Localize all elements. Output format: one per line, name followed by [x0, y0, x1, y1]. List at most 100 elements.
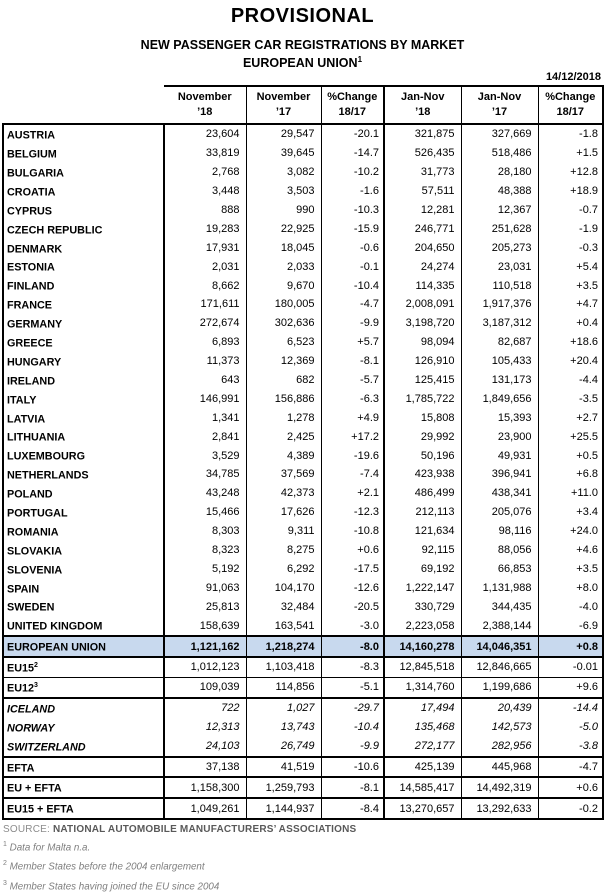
- cell-value: 1,218,274: [246, 635, 322, 659]
- cell-value: 2,223,058: [383, 616, 462, 637]
- table-row: SPAIN 91,063 104,170 -12.6 1,222,147 1,1…: [2, 578, 604, 598]
- row-label: EU15 + EFTA: [2, 798, 165, 821]
- col-header-pct-nov: %Change 18/17: [321, 85, 385, 126]
- cell-value: 163,541: [246, 616, 322, 637]
- row-label-text: ROMANIA: [7, 526, 59, 539]
- footnote: 3 Member States having joined the EU sin…: [3, 877, 605, 893]
- cell-value: +4.7: [538, 295, 604, 315]
- cell-value: 34,785: [164, 465, 247, 485]
- cell-value: 23,900: [461, 427, 539, 447]
- row-label: AUSTRIA: [2, 124, 165, 145]
- cell-value: 180,005: [246, 295, 322, 315]
- cell-value: -14.4: [538, 697, 604, 718]
- row-label: GERMANY: [2, 314, 165, 333]
- cell-value: +2.1: [321, 484, 385, 503]
- row-label: ESTONIA: [2, 257, 165, 277]
- row-label-text: SWITZERLAND: [7, 741, 86, 754]
- cell-value: 19,283: [164, 219, 247, 239]
- row-label: POLAND: [2, 484, 165, 503]
- row-label-text: BULGARIA: [7, 167, 64, 180]
- cell-value: 39,645: [246, 144, 322, 163]
- cell-value: 131,173: [461, 370, 539, 390]
- cell-value: 125,415: [383, 370, 462, 390]
- cell-value: 888: [164, 200, 247, 220]
- row-label: SWITZERLAND: [2, 736, 165, 757]
- row-label: CZECH REPUBLIC: [2, 219, 165, 239]
- cell-value: +24.0: [538, 521, 604, 541]
- cell-value: 142,573: [461, 717, 539, 737]
- row-label-sup: 2: [34, 662, 38, 670]
- footnote-text: Member States having joined the EU since…: [9, 881, 220, 893]
- cell-value: 425,139: [383, 755, 462, 779]
- row-label-sup: 3: [34, 681, 38, 689]
- cell-value: 104,170: [246, 578, 322, 598]
- cell-value: 1,131,988: [461, 578, 539, 598]
- cell-value: 37,138: [164, 755, 247, 779]
- cell-value: 92,115: [383, 540, 462, 560]
- cell-value: 1,259,793: [246, 777, 322, 800]
- cell-value: 212,113: [383, 502, 462, 522]
- cell-value: 2,033: [246, 257, 322, 277]
- cell-value: -4.7: [321, 295, 385, 315]
- cell-value: 17,931: [164, 238, 247, 258]
- row-label: LITHUANIA: [2, 427, 165, 447]
- cell-value: 14,492,319: [461, 777, 539, 800]
- table-row: NETHERLANDS 34,785 37,569 -7.4 423,938 3…: [2, 465, 604, 485]
- cell-value: 12,845,518: [383, 657, 462, 678]
- col-header-jannov18: Jan-Nov ’18: [383, 85, 462, 126]
- cell-value: 41,519: [246, 755, 322, 779]
- cell-value: 1,027: [246, 697, 322, 718]
- table-row: HUNGARY 11,373 12,369 -8.1 126,910 105,4…: [2, 351, 604, 371]
- row-label-text: CYPRUS: [7, 205, 52, 218]
- header-row: November ’18 November ’17 %Change 18/17 Jan…: [3, 85, 604, 126]
- cell-value: -10.2: [321, 162, 385, 182]
- table-row: EUROPEAN UNION 1,121,162 1,218,274 -8.0 …: [2, 635, 604, 659]
- cell-value: -0.7: [538, 200, 604, 220]
- row-label: BELGIUM: [2, 144, 165, 163]
- corner-cell: [3, 86, 164, 126]
- row-label-text: FRANCE: [7, 299, 52, 312]
- table-row: SWEDEN 25,813 32,484 -20.5 330,729 344,4…: [2, 597, 604, 617]
- cell-value: 22,925: [246, 219, 322, 239]
- row-label: ICELAND: [2, 697, 165, 718]
- cell-value: -0.6: [321, 238, 385, 258]
- table-row: IRELAND 643 682 -5.7 125,415 131,173 -4.…: [2, 370, 604, 390]
- table-body: AUSTRIA 23,604 29,547 -20.1 321,875 327,…: [2, 124, 604, 821]
- cell-value: 1,917,376: [461, 295, 539, 315]
- row-label-text: ESTONIA: [7, 261, 55, 274]
- cell-value: -3.8: [538, 736, 604, 757]
- table-row: LITHUANIA 2,841 2,425 +17.2 29,992 23,90…: [2, 427, 604, 447]
- cell-value: -15.9: [321, 219, 385, 239]
- cell-value: -0.1: [321, 257, 385, 277]
- cell-value: 2,768: [164, 162, 247, 182]
- row-label: LATVIA: [2, 408, 165, 428]
- cell-value: 33,819: [164, 144, 247, 163]
- row-label-text: IRELAND: [7, 375, 55, 388]
- cell-value: 23,031: [461, 257, 539, 277]
- cell-value: -5.1: [321, 677, 385, 699]
- cell-value: 135,468: [383, 717, 462, 737]
- cell-value: 3,082: [246, 162, 322, 182]
- cell-value: -10.8: [321, 521, 385, 541]
- cell-value: +2.7: [538, 408, 604, 428]
- cell-value: 12,846,665: [461, 657, 539, 678]
- col-header-nov17: November ’17: [246, 85, 322, 126]
- footnote-marker: 3: [3, 879, 7, 887]
- row-label-text: GERMANY: [7, 318, 63, 331]
- row-label-text: GREECE: [7, 337, 53, 350]
- report-date: 14/12/2018: [545, 71, 601, 84]
- col-header-nov18: November ’18: [164, 85, 247, 126]
- cell-value: 57,511: [383, 181, 462, 201]
- row-label: NORWAY: [2, 717, 165, 737]
- cell-value: -9.9: [321, 736, 385, 757]
- row-label-text: FINLAND: [7, 280, 55, 293]
- table-row: ROMANIA 8,303 9,311 -10.8 121,634 98,116…: [2, 521, 604, 541]
- table-row: GREECE 6,893 6,523 +5.7 98,094 82,687 +1…: [2, 332, 604, 352]
- cell-value: 20,439: [461, 697, 539, 718]
- report-region-line: EUROPEAN UNION1: [0, 55, 605, 70]
- row-label-text: SWEDEN: [7, 602, 55, 615]
- cell-value: 43,248: [164, 484, 247, 503]
- row-label-text: LITHUANIA: [7, 432, 66, 444]
- cell-value: 423,938: [383, 465, 462, 485]
- row-label: FRANCE: [2, 295, 165, 315]
